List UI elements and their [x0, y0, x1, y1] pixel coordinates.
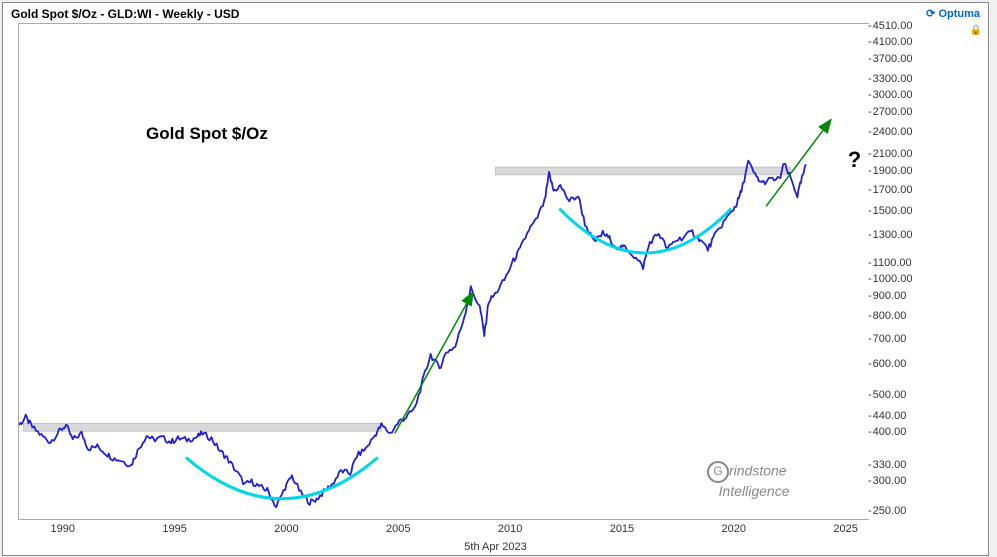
y-tick-label: 330.00 — [868, 459, 906, 471]
y-tick-label: 1000.00 — [868, 273, 912, 285]
x-tick-label: 2025 — [833, 523, 857, 535]
chart-window: Gold Spot $/Oz - GLD:WI - Weekly - USD O… — [2, 2, 989, 556]
x-tick-label: 2015 — [610, 523, 634, 535]
y-tick-label: 2700.00 — [868, 106, 912, 118]
y-tick-label: 4510.00 — [868, 20, 912, 32]
y-tick-label: 2100.00 — [868, 148, 912, 160]
y-tick-label: 500.00 — [868, 389, 906, 401]
x-tick-label: 2020 — [722, 523, 746, 535]
y-tick-label: 1500.00 — [868, 205, 912, 217]
question-annotation: ? — [848, 147, 861, 173]
y-tick-label: 4100.00 — [868, 36, 912, 48]
lock-icon: 🔒 — [970, 25, 982, 36]
y-tick-label: 700.00 — [868, 333, 906, 345]
footer-date: 5th Apr 2023 — [3, 541, 988, 553]
x-tick-label: 2005 — [386, 523, 410, 535]
y-tick-label: 600.00 — [868, 358, 906, 370]
y-tick-label: 1100.00 — [868, 257, 912, 269]
y-tick-label: 250.00 — [868, 505, 906, 517]
x-tick-label: 1995 — [162, 523, 186, 535]
y-axis: 250.00 300.00 330.00 400.00 440.00 500.00 600.… — [868, 23, 943, 518]
x-tick-label: 2010 — [498, 523, 522, 535]
y-tick-label: 300.00 — [868, 475, 906, 487]
y-tick-label: 2400.00 — [868, 126, 912, 138]
x-tick-label: 2000 — [274, 523, 298, 535]
y-tick-label: 3300.00 — [868, 73, 912, 85]
y-tick-label: 1300.00 — [868, 229, 912, 241]
chart-title-annotation: Gold Spot $/Oz — [146, 124, 268, 144]
chart-header-title: Gold Spot $/Oz - GLD:WI - Weekly - USD — [11, 7, 239, 21]
x-axis: 1990 1995 2000 2005 2010 2015 2020 2025 — [18, 521, 868, 541]
y-tick-label: 400.00 — [868, 426, 906, 438]
y-tick-label: 3000.00 — [868, 89, 912, 101]
plot-area[interactable]: Gold Spot $/Oz? Grindstone Intelligence — [18, 23, 869, 520]
watermark-logo: Grindstone Intelligence — [707, 461, 790, 499]
y-tick-label: 440.00 — [868, 410, 906, 422]
y-tick-label: 1700.00 — [868, 184, 912, 196]
y-tick-label: 1900.00 — [868, 165, 912, 177]
x-tick-label: 1990 — [50, 523, 74, 535]
chart-svg — [19, 24, 869, 519]
y-tick-label: 800.00 — [868, 310, 906, 322]
y-tick-label: 900.00 — [868, 290, 906, 302]
y-tick-label: 3700.00 — [868, 53, 912, 65]
app-logo: Optuma — [926, 7, 980, 20]
